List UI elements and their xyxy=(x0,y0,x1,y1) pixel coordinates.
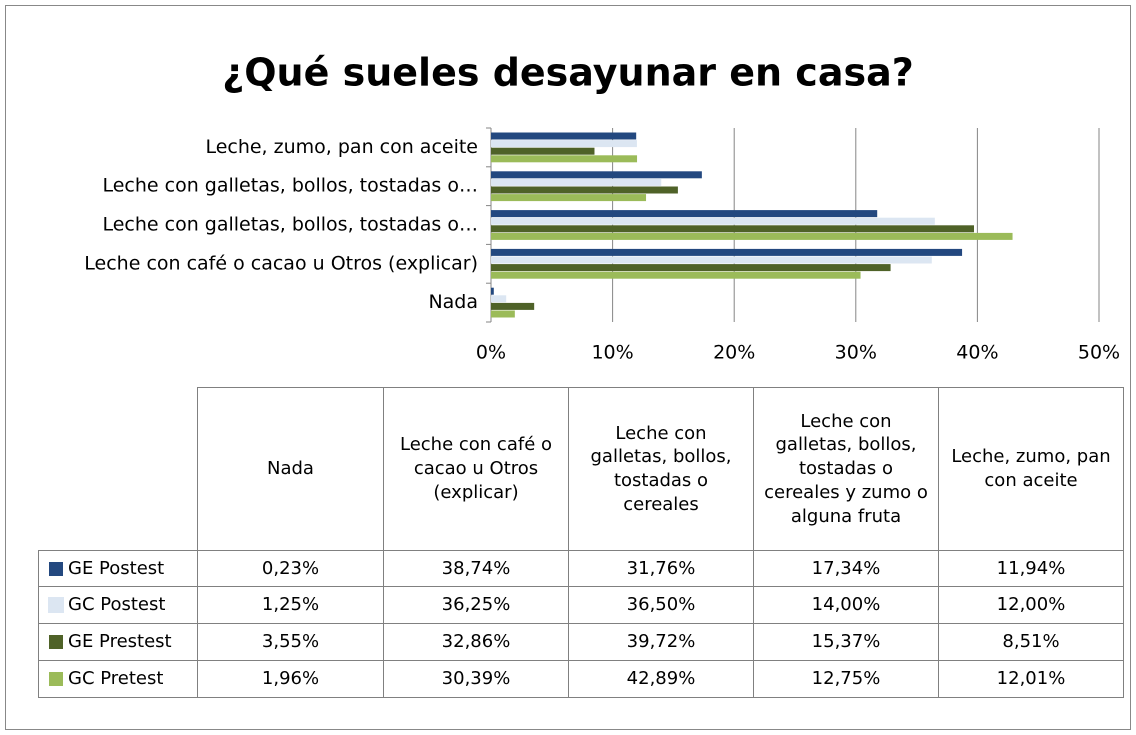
bar xyxy=(491,310,515,318)
bar xyxy=(491,132,637,140)
bar xyxy=(491,271,861,279)
bar xyxy=(491,186,678,194)
bar xyxy=(491,248,963,256)
x-tick-label: 10% xyxy=(591,342,633,364)
x-tick-label: 50% xyxy=(1078,342,1120,364)
bar xyxy=(491,140,637,148)
bar xyxy=(491,264,891,272)
legend-cell: GE Prestest xyxy=(38,623,198,661)
bar xyxy=(491,171,702,179)
legend-cell: GC Postest xyxy=(38,586,198,624)
chart-border xyxy=(5,5,1131,730)
table-cell: 1,25% xyxy=(197,586,384,624)
bar xyxy=(491,178,662,186)
table-cell: 17,34% xyxy=(753,550,939,587)
table-header: Leche, zumo, pan con aceite xyxy=(938,387,1124,551)
bar xyxy=(491,256,932,264)
x-tick-label: 0% xyxy=(476,342,506,364)
bar xyxy=(491,232,1013,240)
table-cell: 12,75% xyxy=(753,660,939,698)
bar xyxy=(491,295,507,303)
y-tick-label: Leche con galletas, bollos, tostadas o… xyxy=(102,175,478,197)
table-cell: 36,25% xyxy=(383,586,569,624)
table-header: Leche con galletas, bollos, tostadas o c… xyxy=(568,387,754,551)
bar xyxy=(491,225,974,233)
legend-cell: GC Pretest xyxy=(38,660,198,698)
x-tick-label: 30% xyxy=(835,342,877,364)
legend-label: GE Postest xyxy=(68,557,165,579)
bar xyxy=(491,217,935,225)
table-cell: 1,96% xyxy=(197,660,384,698)
legend-swatch xyxy=(49,561,63,576)
legend-label: GE Prestest xyxy=(68,631,172,653)
bar xyxy=(491,194,647,202)
y-tick-label: Leche, zumo, pan con aceite xyxy=(205,136,478,158)
legend-label: GC Pretest xyxy=(68,668,164,690)
legend-swatch xyxy=(49,672,63,686)
bar xyxy=(491,155,638,163)
table-cell: 30,39% xyxy=(383,660,569,698)
table-cell: 15,37% xyxy=(753,623,939,661)
x-tick-label: 40% xyxy=(956,342,998,364)
table-cell: 31,76% xyxy=(568,550,754,587)
table-header: Leche con café o cacao u Otros (explicar… xyxy=(383,387,569,551)
table-header: Nada xyxy=(197,387,384,551)
table-cell: 12,00% xyxy=(938,586,1124,624)
table-cell: 3,55% xyxy=(197,623,384,661)
chart-title: ¿Qué sueles desayunar en casa? xyxy=(222,51,914,95)
table-cell: 14,00% xyxy=(753,586,939,624)
table-cell: 42,89% xyxy=(568,660,754,698)
table-cell: 12,01% xyxy=(938,660,1124,698)
table-cell: 11,94% xyxy=(938,550,1124,587)
y-tick-label: Leche con galletas, bollos, tostadas o… xyxy=(102,214,478,236)
table-cell: 0,23% xyxy=(197,550,384,587)
legend-label: GC Postest xyxy=(68,594,166,616)
bar xyxy=(491,210,878,218)
y-tick-label: Nada xyxy=(428,291,478,313)
x-tick-label: 20% xyxy=(713,342,755,364)
legend-swatch xyxy=(49,635,63,649)
table-cell: 36,50% xyxy=(568,586,754,624)
table-cell: 38,74% xyxy=(383,550,569,587)
bar xyxy=(491,287,494,295)
table-cell: 8,51% xyxy=(938,623,1124,661)
bar xyxy=(491,302,535,310)
legend-swatch xyxy=(48,597,64,613)
legend-cell: GE Postest xyxy=(38,550,198,587)
y-tick-label: Leche con café o cacao u Otros (explicar… xyxy=(84,252,478,274)
table-cell: 32,86% xyxy=(383,623,569,661)
bar xyxy=(491,147,595,155)
table-header: Leche con galletas, bollos, tostadas o c… xyxy=(753,387,939,551)
table-cell: 39,72% xyxy=(568,623,754,661)
